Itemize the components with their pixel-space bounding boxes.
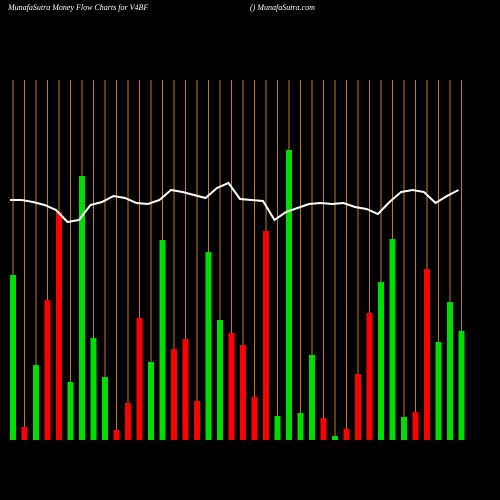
chart-subtitle: () MunafaSutra.com	[250, 3, 315, 12]
bar	[263, 231, 269, 440]
bar	[424, 269, 430, 440]
price-line	[10, 181, 459, 224]
bar	[343, 429, 350, 440]
bar	[90, 338, 97, 440]
bar	[332, 436, 338, 440]
bar	[309, 355, 315, 440]
bar	[378, 282, 384, 440]
bar	[44, 300, 51, 440]
bar	[251, 397, 258, 440]
bar	[113, 430, 120, 440]
bar	[389, 239, 396, 440]
bar	[217, 320, 223, 440]
bar	[320, 418, 327, 440]
bar	[401, 417, 407, 440]
bar	[205, 252, 212, 440]
bar	[33, 365, 39, 440]
bar	[102, 377, 108, 440]
bar	[228, 333, 235, 440]
bar	[366, 313, 373, 440]
bar	[21, 427, 28, 440]
bar	[194, 401, 200, 440]
bar	[56, 212, 62, 440]
bar	[182, 339, 189, 440]
bar	[447, 302, 453, 440]
bar	[274, 416, 281, 440]
bar	[435, 342, 442, 440]
bar	[458, 331, 465, 440]
bar	[10, 275, 16, 440]
bar	[240, 345, 246, 440]
bar	[159, 240, 166, 440]
bar	[286, 150, 292, 440]
bar	[79, 176, 85, 440]
bar	[136, 318, 143, 440]
bar	[297, 413, 304, 440]
bar	[67, 382, 74, 440]
bar	[148, 362, 154, 440]
chart-title: MunafaSutra Money Flow Charts for V4BF	[7, 3, 148, 12]
bar	[125, 403, 131, 440]
bar	[355, 374, 361, 440]
bar	[171, 349, 177, 440]
bar	[412, 412, 419, 440]
